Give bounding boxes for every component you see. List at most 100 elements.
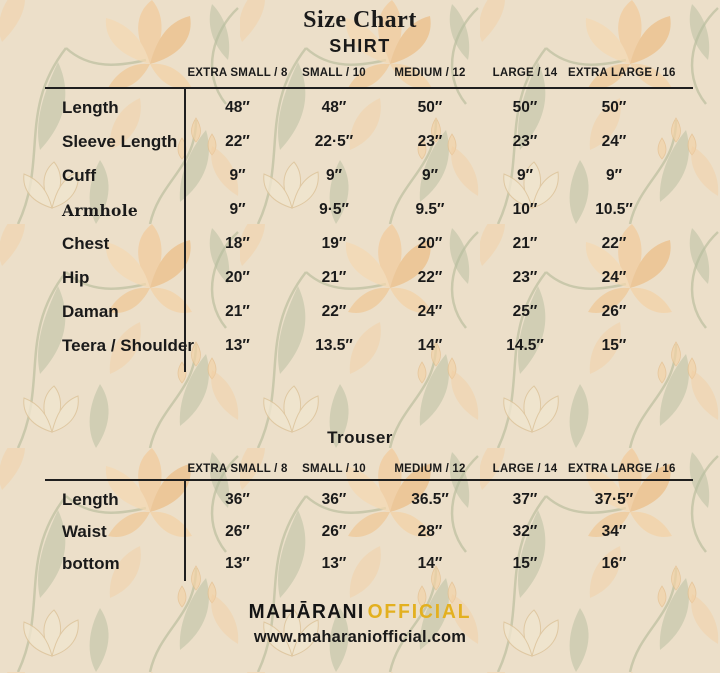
shirt-table-vertical-rule bbox=[184, 89, 186, 372]
cell-value: 13″ bbox=[225, 555, 250, 572]
cell-value: 36″ bbox=[225, 491, 250, 508]
trouser-column-headers: EXTRA SMALL / 8 SMALL / 10 MEDIUM / 12 L… bbox=[45, 458, 693, 480]
cell-value: 9″ bbox=[229, 201, 246, 218]
column-header-xl: EXTRA LARGE / 16 bbox=[568, 463, 676, 475]
row-label: Chest bbox=[62, 234, 110, 253]
cell-value: 26″ bbox=[225, 523, 250, 540]
column-header-s: SMALL / 10 bbox=[302, 463, 366, 475]
cell-value: 21″ bbox=[225, 303, 250, 320]
row-label: Waist bbox=[62, 522, 107, 541]
cell-value: 24″ bbox=[417, 303, 443, 320]
column-header-l: LARGE / 14 bbox=[492, 67, 558, 79]
cell-value: 37·5″ bbox=[594, 491, 634, 508]
cell-value: 48″ bbox=[225, 99, 250, 116]
cell-value: 21″ bbox=[512, 235, 538, 252]
row-label: bottom bbox=[62, 554, 120, 573]
row-label: Daman bbox=[62, 302, 119, 321]
brand-name-text: MAHĀRANI bbox=[248, 601, 365, 623]
table-row: Length 36″ 36″ 36.5″ 37″ 37·5″ bbox=[45, 484, 693, 516]
website-url: www.maharaniofficial.com bbox=[253, 628, 467, 646]
cell-value: 50″ bbox=[512, 99, 538, 116]
table-row: Waist 26″ 26″ 28″ 32″ 34″ bbox=[45, 516, 693, 548]
cell-value: 23″ bbox=[417, 133, 443, 150]
cell-value: 22″ bbox=[417, 269, 443, 286]
cell-value: 26″ bbox=[321, 523, 347, 540]
cell-value: 24″ bbox=[601, 133, 627, 150]
cell-value: 23″ bbox=[512, 269, 538, 286]
trouser-section-title: Trouser bbox=[327, 428, 393, 447]
table-row: Cuff 9″ 9″ 9″ 9″ 9″ bbox=[45, 159, 693, 193]
cell-value: 34″ bbox=[601, 523, 627, 540]
table-row: Hip 20″ 21″ 22″ 23″ 24″ bbox=[45, 261, 693, 295]
cell-value: 25″ bbox=[512, 303, 538, 320]
cell-value: 36″ bbox=[321, 491, 347, 508]
cell-value: 14″ bbox=[417, 555, 443, 572]
cell-value: 37″ bbox=[512, 491, 538, 508]
cell-value: 19″ bbox=[321, 235, 347, 252]
cell-value: 15″ bbox=[601, 337, 627, 354]
cell-value: 22″ bbox=[601, 235, 627, 252]
column-header-m: MEDIUM / 12 bbox=[394, 67, 466, 79]
cell-value: 20″ bbox=[225, 269, 250, 286]
row-label: Armhole bbox=[62, 200, 139, 220]
cell-value: 10.5″ bbox=[595, 201, 633, 218]
cell-value: 22″ bbox=[321, 303, 347, 320]
cell-value: 26″ bbox=[601, 303, 627, 320]
cell-value: 9″ bbox=[229, 167, 246, 184]
cell-value: 22″ bbox=[225, 133, 250, 150]
column-header-xl: EXTRA LARGE / 16 bbox=[568, 67, 676, 79]
brand-suffix-text: OFFICIAL bbox=[367, 601, 472, 623]
shirt-column-headers: EXTRA SMALL / 8 SMALL / 10 MEDIUM / 12 L… bbox=[45, 62, 693, 84]
brand-logo: MAHĀRANI OFFICIAL bbox=[0, 601, 720, 624]
table-row: Length 48″ 48″ 50″ 50″ 50″ bbox=[45, 91, 693, 125]
shirt-section-title: SHIRT bbox=[329, 36, 391, 56]
row-label: Length bbox=[62, 490, 119, 509]
row-label: Sleeve Length bbox=[62, 132, 178, 151]
cell-value: 13″ bbox=[225, 337, 250, 354]
cell-value: 50″ bbox=[417, 99, 443, 116]
column-header-s: SMALL / 10 bbox=[302, 67, 366, 79]
trouser-table-body: Length 36″ 36″ 36.5″ 37″ 37·5″ Waist 26″… bbox=[45, 484, 693, 580]
column-header-xs: EXTRA SMALL / 8 bbox=[187, 67, 288, 79]
table-row: Teera / Shoulder 13″ 13.5″ 14″ 14.5″ 15″ bbox=[45, 329, 693, 363]
row-label: Hip bbox=[62, 268, 90, 287]
cell-value: 13.5″ bbox=[315, 337, 353, 354]
page-title: Size Chart bbox=[303, 7, 417, 33]
trouser-table-vertical-rule bbox=[184, 481, 186, 581]
table-row: Daman 21″ 22″ 24″ 25″ 26″ bbox=[45, 295, 693, 329]
table-row: bottom 13″ 13″ 14″ 15″ 16″ bbox=[45, 548, 693, 580]
cell-value: 20″ bbox=[417, 235, 443, 252]
row-label: Cuff bbox=[62, 166, 96, 185]
cell-value: 9″ bbox=[325, 167, 343, 184]
cell-value: 14″ bbox=[417, 337, 443, 354]
cell-value: 13″ bbox=[321, 555, 347, 572]
cell-value: 21″ bbox=[321, 269, 347, 286]
cell-value: 32″ bbox=[512, 523, 538, 540]
cell-value: 10″ bbox=[512, 201, 538, 218]
trouser-table-top-rule bbox=[45, 479, 693, 481]
column-header-xs: EXTRA SMALL / 8 bbox=[187, 463, 288, 475]
column-header-l: LARGE / 14 bbox=[492, 463, 558, 475]
cell-value: 48″ bbox=[321, 99, 347, 116]
cell-value: 23″ bbox=[512, 133, 538, 150]
row-label: Teera / Shoulder bbox=[62, 336, 194, 355]
shirt-table-top-rule bbox=[45, 87, 693, 89]
shirt-table-body: Length 48″ 48″ 50″ 50″ 50″ Sleeve Length… bbox=[45, 91, 693, 363]
cell-value: 24″ bbox=[601, 269, 627, 286]
cell-value: 9.5″ bbox=[415, 201, 445, 218]
cell-value: 28″ bbox=[417, 523, 443, 540]
cell-value: 16″ bbox=[601, 555, 627, 572]
column-header-m: MEDIUM / 12 bbox=[394, 463, 466, 475]
cell-value: 9″ bbox=[516, 167, 534, 184]
cell-value: 36.5″ bbox=[411, 491, 449, 508]
table-row: Armhole 9″ 9·5″ 9.5″ 10″ 10.5″ bbox=[45, 193, 693, 227]
table-row: Chest 18″ 19″ 20″ 21″ 22″ bbox=[45, 227, 693, 261]
cell-value: 50″ bbox=[601, 99, 627, 116]
table-row: Sleeve Length 22″ 22·5″ 23″ 23″ 24″ bbox=[45, 125, 693, 159]
cell-value: 15″ bbox=[512, 555, 538, 572]
cell-value: 9″ bbox=[605, 167, 623, 184]
cell-value: 18″ bbox=[225, 235, 250, 252]
row-label: Length bbox=[62, 98, 119, 117]
